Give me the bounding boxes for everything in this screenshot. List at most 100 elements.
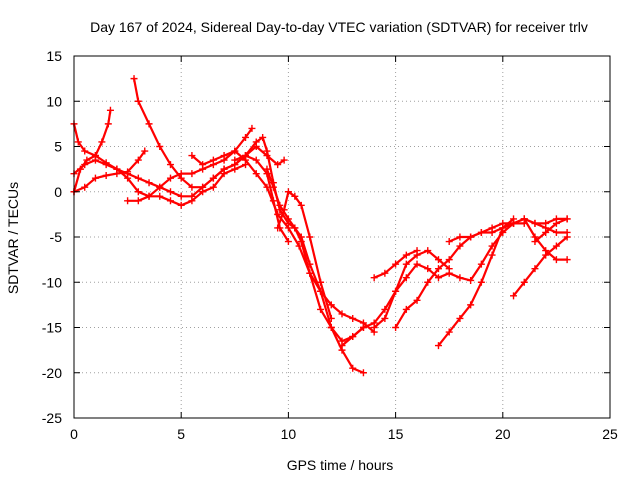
data-point — [177, 201, 185, 209]
data-point — [531, 219, 539, 227]
data-point — [445, 238, 453, 246]
data-point — [327, 301, 335, 309]
data-point — [166, 161, 174, 169]
series-line — [72, 149, 146, 193]
x-tick-label: 0 — [70, 426, 78, 442]
data-point — [220, 152, 228, 160]
y-tick-label: -25 — [42, 410, 62, 426]
grid-layer — [74, 56, 610, 418]
data-point — [306, 269, 314, 277]
data-point — [113, 170, 121, 178]
data-point — [488, 242, 496, 250]
data-point — [327, 314, 335, 322]
data-point — [156, 143, 164, 150]
data-point — [424, 247, 432, 255]
data-point — [542, 228, 550, 236]
data-point — [349, 314, 357, 322]
data-point — [413, 296, 421, 304]
data-point — [434, 342, 442, 350]
data-point — [542, 247, 550, 255]
data-point — [188, 183, 196, 191]
data-point — [402, 274, 410, 282]
data-point — [231, 156, 239, 164]
data-point — [291, 224, 299, 232]
tick-layer: 0 5 10 15 20 25 -25 -20 -15 -10 -5 0 5 10 15 — [42, 48, 618, 442]
data-point — [413, 247, 421, 255]
series-sat-p — [445, 215, 571, 246]
data-point — [338, 310, 346, 318]
x-tick-label: 15 — [388, 426, 404, 442]
data-point — [252, 156, 260, 164]
data-point — [531, 238, 539, 246]
data-point — [563, 256, 571, 264]
data-point — [274, 224, 282, 232]
data-point — [130, 75, 138, 83]
data-point — [102, 161, 110, 169]
data-point — [467, 233, 475, 241]
data-point — [188, 152, 196, 160]
data-point — [209, 174, 217, 182]
data-point — [102, 171, 110, 179]
data-point — [280, 206, 288, 214]
y-tick-label: 10 — [46, 93, 62, 109]
y-tick-label: -5 — [50, 229, 63, 245]
series-sat-j — [274, 188, 335, 322]
data-point — [520, 215, 528, 223]
data-point — [220, 165, 228, 173]
data-point — [263, 147, 271, 155]
data-point — [349, 333, 357, 341]
data-point — [327, 324, 335, 331]
data-point — [477, 228, 485, 236]
series-line — [512, 235, 569, 297]
data-point — [263, 183, 271, 191]
x-tick-label: 25 — [602, 426, 618, 442]
y-tick-label: 5 — [54, 139, 62, 155]
data-point — [456, 233, 464, 241]
data-point — [424, 278, 432, 286]
data-point — [467, 276, 475, 284]
data-point — [274, 210, 282, 218]
series-line — [190, 149, 376, 334]
data-point — [284, 188, 292, 196]
data-point — [563, 215, 571, 223]
data-point — [402, 251, 410, 259]
data-point — [252, 170, 260, 178]
y-tick-label: -15 — [42, 320, 62, 336]
series-sat-m — [370, 247, 421, 282]
data-point — [76, 165, 84, 173]
data-point — [83, 156, 91, 164]
data-point — [106, 106, 114, 114]
data-point — [306, 233, 314, 241]
data-point — [445, 269, 453, 277]
data-point — [177, 192, 185, 200]
data-point — [209, 183, 217, 191]
data-point — [291, 192, 299, 200]
data-point — [141, 147, 149, 155]
data-point — [413, 260, 421, 268]
y-tick-label: 0 — [54, 184, 62, 200]
data-point — [274, 161, 282, 169]
data-point — [381, 305, 389, 313]
data-point — [381, 314, 389, 322]
data-point — [456, 274, 464, 282]
data-point — [252, 138, 260, 146]
data-point — [81, 183, 89, 191]
data-point — [510, 292, 518, 300]
data-point — [456, 242, 464, 250]
series-layer — [70, 75, 571, 377]
series-line — [533, 217, 569, 243]
data-point — [199, 183, 207, 191]
data-point — [456, 314, 464, 322]
data-point — [467, 301, 475, 309]
data-point — [424, 265, 432, 273]
x-tick-label: 5 — [177, 426, 185, 442]
data-point — [276, 201, 284, 209]
data-point — [510, 219, 518, 227]
data-point — [297, 238, 305, 246]
data-point — [145, 179, 153, 187]
series-line — [72, 154, 290, 243]
data-point — [434, 256, 442, 264]
x-tick-label: 10 — [281, 426, 297, 442]
data-point — [156, 183, 164, 191]
